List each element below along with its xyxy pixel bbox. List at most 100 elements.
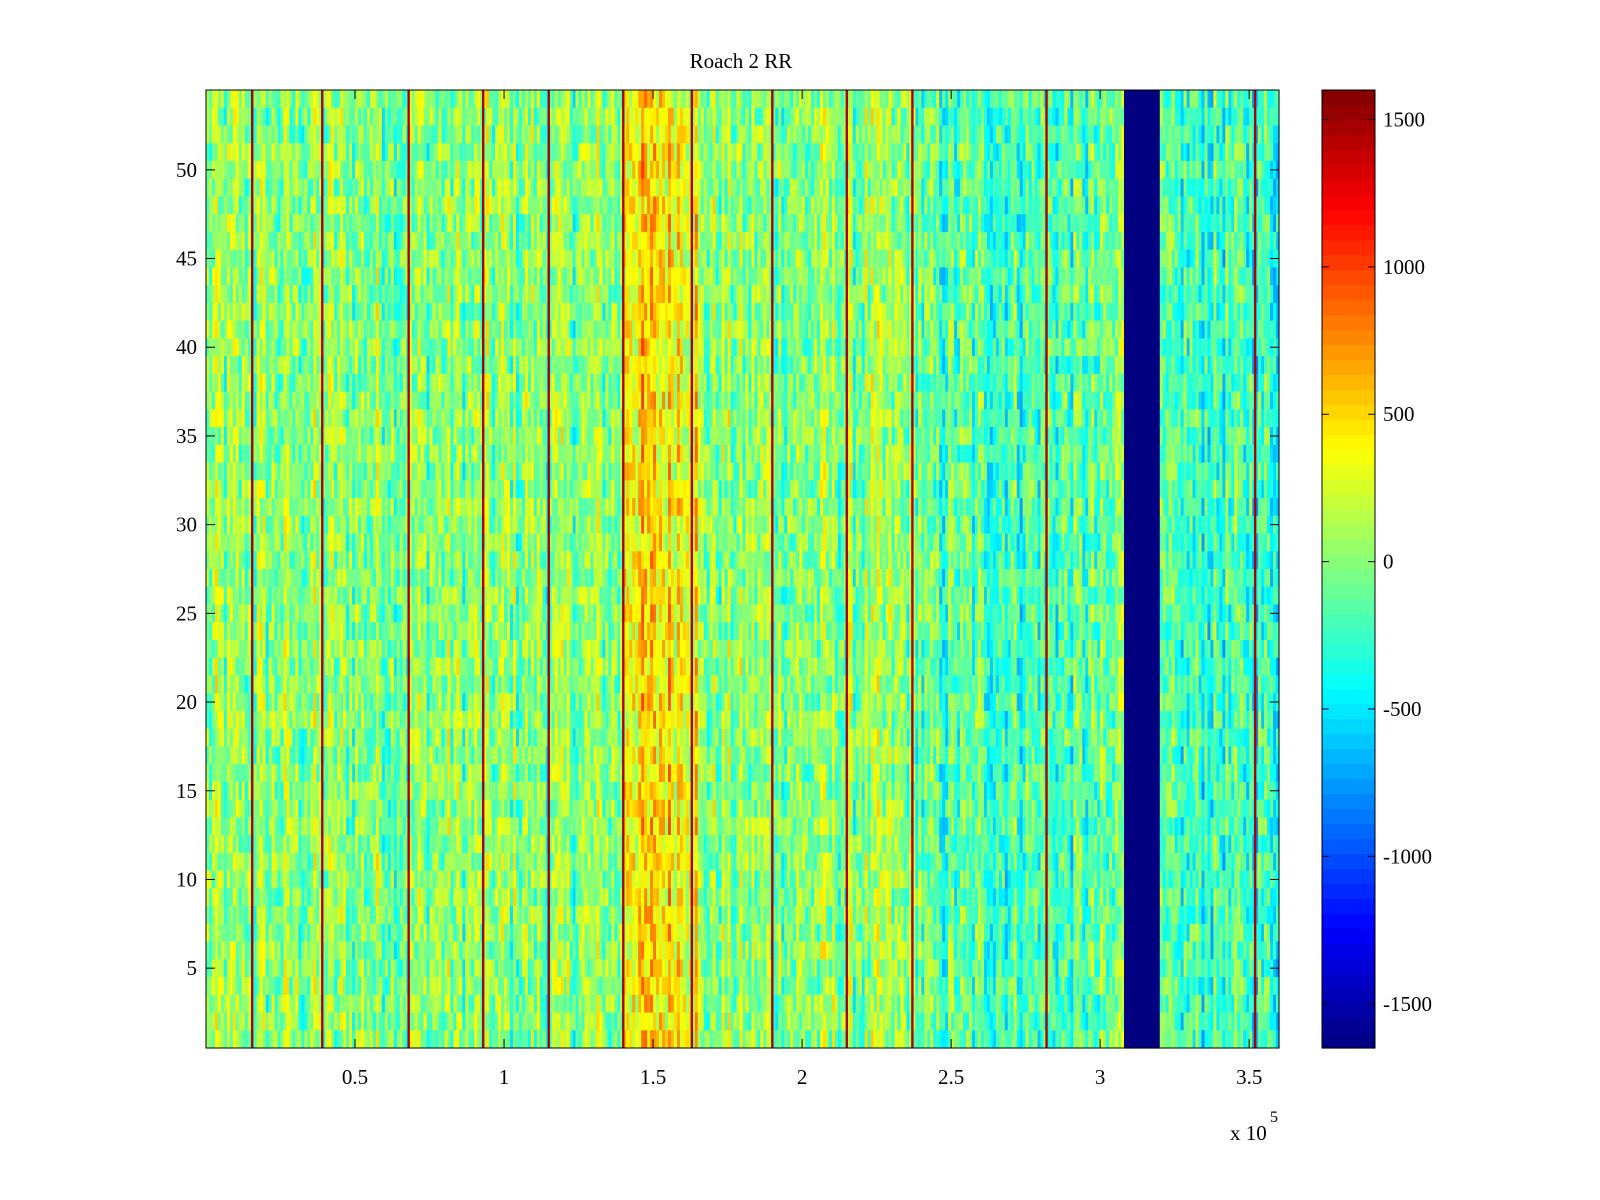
heatmap-cell (292, 231, 297, 251)
heatmap-cell (211, 90, 216, 109)
heatmap-cell (274, 622, 279, 641)
heatmap-cell (268, 710, 273, 730)
heatmap-cell (280, 391, 285, 410)
heatmap-cell (238, 125, 243, 144)
heatmap-cell (262, 231, 267, 251)
heatmap-cell (298, 515, 302, 535)
heatmap-cell (253, 994, 258, 1014)
heatmap-cell (280, 817, 285, 836)
heatmap-cell (286, 249, 291, 269)
heatmap-cell (241, 764, 246, 783)
heatmap-cell (247, 639, 252, 659)
heatmap-cell (217, 799, 222, 818)
heatmap-cell (307, 391, 311, 410)
heatmap-cell (226, 657, 231, 677)
heatmap-cell (271, 622, 276, 641)
heatmap-cell (253, 959, 258, 978)
heatmap-cell (298, 178, 302, 198)
heatmap-cell (304, 569, 308, 588)
heatmap-cell (235, 906, 240, 925)
heatmap-cell (244, 799, 249, 818)
heatmap-cell (253, 196, 258, 215)
heatmap-cell (292, 569, 297, 588)
heatmap-cell (298, 533, 302, 552)
heatmap-cell (265, 835, 270, 854)
heatmap-cell (241, 569, 246, 588)
heatmap-cell (253, 870, 258, 889)
heatmap-cell (235, 178, 240, 198)
heatmap-cell (280, 160, 285, 180)
heatmap-cell (280, 675, 285, 694)
heatmap-cell (211, 498, 216, 517)
heatmap-cell (262, 515, 267, 535)
heatmap-cell (271, 586, 276, 606)
heatmap-cell (289, 249, 294, 269)
heatmap-cell (298, 214, 302, 233)
heatmap-cell (298, 90, 302, 109)
heatmap-cell (235, 959, 240, 978)
heatmap-cell (235, 941, 240, 960)
heatmap-cell (220, 586, 225, 606)
heatmap-cell (241, 923, 246, 943)
heatmap-cell (298, 231, 302, 251)
heatmap-cell (277, 728, 282, 748)
heatmap-cell (211, 675, 216, 694)
heatmap-cell (268, 994, 273, 1014)
heatmap-cell (301, 427, 305, 446)
heatmap-cell (226, 391, 231, 410)
heatmap-cell (208, 302, 213, 322)
heatmap-cell (283, 764, 288, 783)
heatmap-cell (265, 1012, 270, 1031)
heatmap-cell (238, 267, 243, 286)
heatmap-cell (247, 764, 252, 783)
heatmap-cell (283, 852, 288, 872)
heatmap-cell (292, 639, 297, 659)
heatmap-cell (274, 604, 279, 623)
heatmap-cell (295, 320, 299, 339)
heatmap-cell (238, 533, 243, 552)
heatmap-cell (253, 906, 258, 925)
heatmap-cell (283, 675, 288, 694)
heatmap-cell (262, 409, 267, 428)
heatmap-cell (304, 835, 308, 854)
heatmap-cell (289, 320, 294, 339)
heatmap-cell (256, 959, 261, 978)
heatmap-cell (274, 178, 279, 198)
heatmap-cell (211, 231, 216, 251)
heatmap-cell (214, 639, 219, 659)
heatmap-cell (268, 285, 273, 304)
heatmap-cell (265, 994, 270, 1014)
heatmap-cell (226, 586, 231, 606)
heatmap-cell (244, 906, 249, 925)
heatmap-cell (283, 320, 288, 339)
heatmap-cell (280, 409, 285, 428)
heatmap-cell (265, 196, 270, 215)
heatmap-cell (217, 302, 222, 322)
heatmap-cell (259, 214, 264, 233)
heatmap-cell (232, 231, 237, 251)
heatmap-cell (280, 196, 285, 215)
heatmap-cell (259, 533, 264, 552)
heatmap-cell (304, 178, 308, 198)
heatmap-cell (235, 710, 240, 730)
heatmap-cell (298, 657, 302, 677)
heatmap-cell (214, 90, 219, 109)
heatmap-cell (247, 391, 252, 410)
heatmap-cell (268, 125, 273, 144)
heatmap-cell (206, 817, 210, 836)
heatmap-cell (244, 728, 249, 748)
heatmap-cell (271, 835, 276, 854)
heatmap-cell (259, 586, 264, 606)
heatmap-cell (232, 1012, 237, 1031)
heatmap-cell (274, 639, 279, 659)
heatmap-cell (292, 196, 297, 215)
heatmap-cell (223, 693, 228, 712)
heatmap-cell (298, 160, 302, 180)
heatmap-cell (289, 888, 294, 907)
heatmap-cell (280, 569, 285, 588)
heatmap-cell (229, 852, 234, 872)
heatmap-cell (247, 1030, 252, 1049)
heatmap-cell (280, 533, 285, 552)
heatmap-cell (280, 444, 285, 464)
heatmap-cell (283, 338, 288, 357)
